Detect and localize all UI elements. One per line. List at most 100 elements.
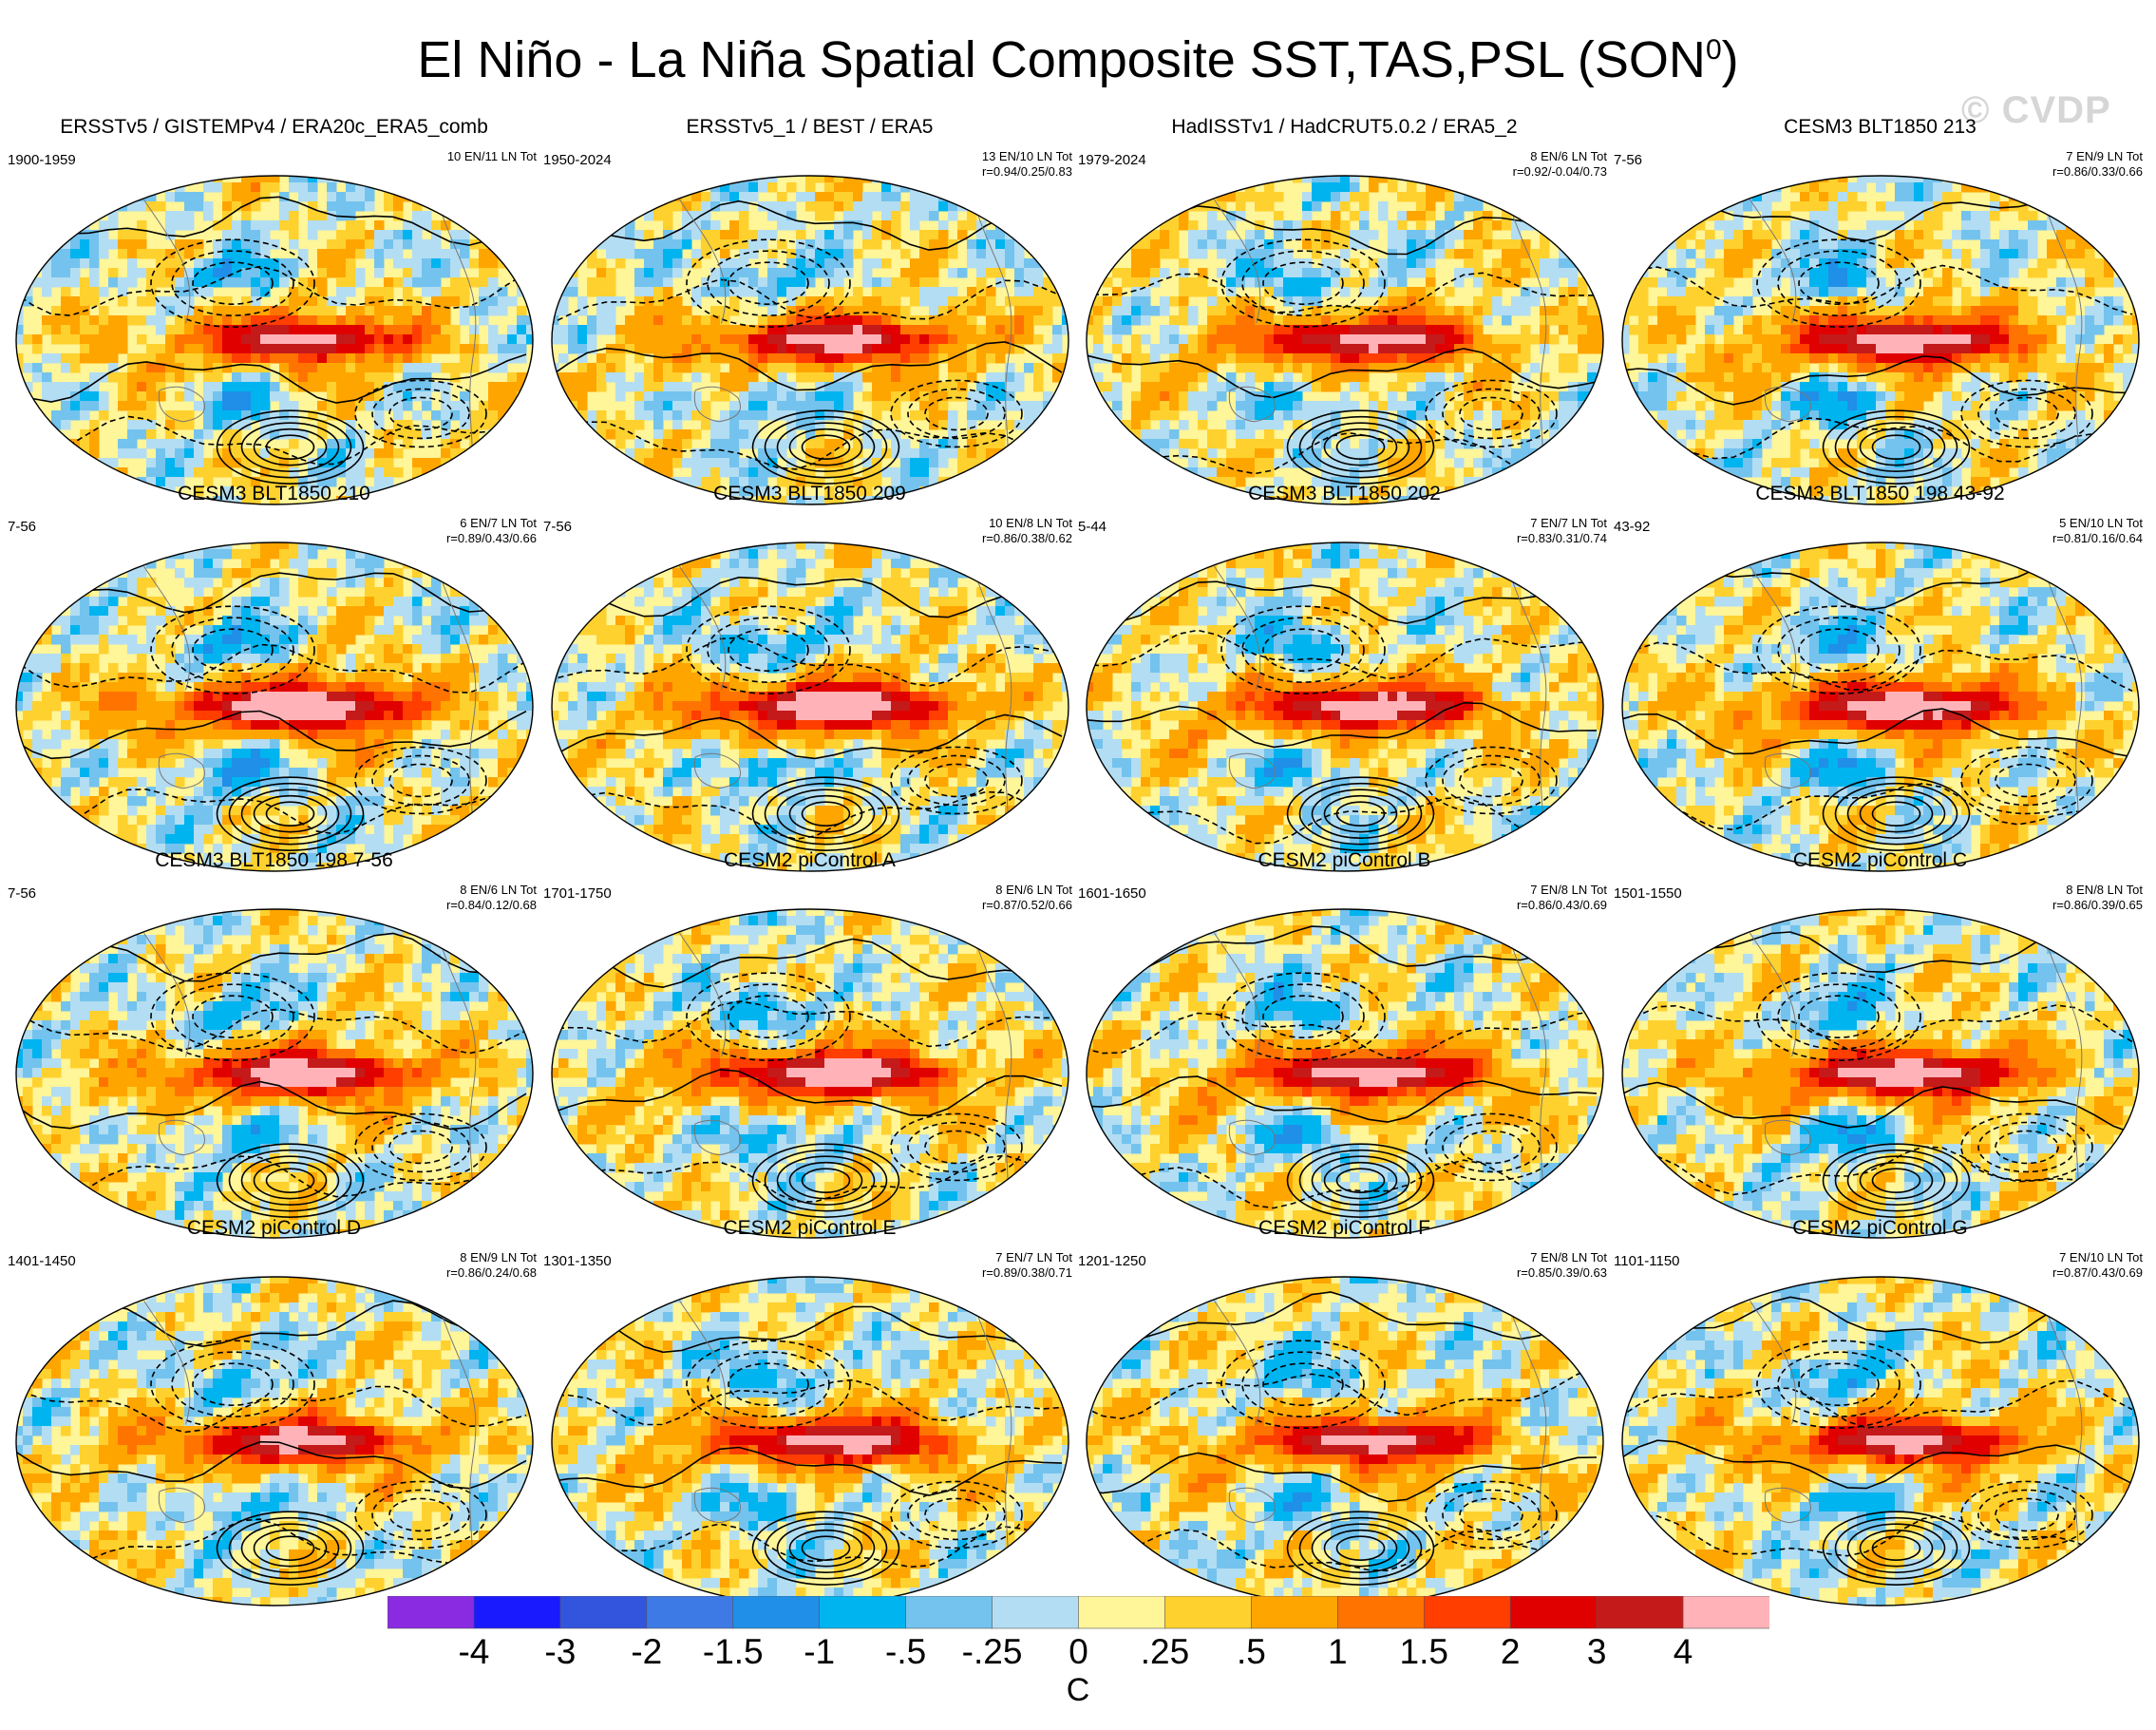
sst-cell <box>412 176 423 183</box>
sst-cell <box>1999 239 2010 250</box>
sst-cell <box>929 287 939 297</box>
sst-cell <box>32 249 43 259</box>
sst-cell <box>469 334 480 345</box>
sst-cell <box>1226 467 1237 478</box>
sst-cell <box>1559 363 1569 373</box>
sst-cell <box>260 401 271 411</box>
sst-cell <box>1502 439 1512 449</box>
sst-cell <box>1568 287 1579 297</box>
sst-cell <box>184 344 195 354</box>
sst-cell <box>1198 372 1208 383</box>
sst-cell <box>517 201 527 212</box>
sst-cell <box>1587 458 1598 468</box>
sst-cell <box>1464 401 1474 411</box>
sst-cell <box>843 486 854 497</box>
sst-cell <box>1350 486 1360 497</box>
sst-cell <box>672 391 683 402</box>
sst-cell <box>748 401 759 411</box>
sst-cell <box>1771 176 1782 183</box>
sst-cell <box>1062 410 1069 421</box>
sst-cell <box>460 287 470 297</box>
sst-cell <box>289 230 299 240</box>
sst-cell <box>1093 401 1104 411</box>
sst-cell <box>1473 325 1484 335</box>
sst-cell <box>710 363 721 373</box>
sst-cell <box>739 258 749 269</box>
sst-cell <box>374 230 385 240</box>
sst-cell <box>881 344 892 354</box>
sst-cell <box>2009 258 2019 269</box>
psl-contour-positive <box>253 428 328 466</box>
sst-cell <box>1283 486 1294 497</box>
sst-cell <box>1093 439 1104 449</box>
sst-cell <box>241 182 252 193</box>
sst-cell <box>1416 363 1427 373</box>
sst-cell <box>1141 201 1151 212</box>
sst-cell <box>568 258 578 269</box>
sst-cell <box>653 277 664 288</box>
sst-cell <box>805 258 816 269</box>
sst-cell <box>412 192 423 202</box>
sst-cell <box>767 315 778 326</box>
sst-cell <box>1093 429 1104 440</box>
sst-cell <box>184 201 195 212</box>
sst-cell <box>1502 239 1512 250</box>
sst-cell <box>1952 277 1962 288</box>
sst-cell <box>1131 391 1142 402</box>
sst-cell <box>1122 353 1132 364</box>
sst-cell <box>691 448 702 459</box>
sst-cell <box>469 325 480 335</box>
sst-cell <box>80 315 90 326</box>
sst-cell <box>1024 334 1034 345</box>
sst-cell <box>336 192 347 202</box>
sst-cell <box>1014 325 1025 335</box>
sst-cell <box>1714 211 1725 221</box>
sst-cell <box>587 287 597 297</box>
sst-cell <box>1087 448 1094 459</box>
sst-cell <box>498 410 508 421</box>
sst-cell <box>815 496 825 504</box>
sst-cell <box>327 353 337 364</box>
sst-cell <box>1464 268 1474 278</box>
sst-cell <box>1005 211 1015 221</box>
sst-cell <box>1112 401 1123 411</box>
sst-cell <box>1024 410 1034 421</box>
sst-cell <box>1622 182 1630 193</box>
sst-cell <box>32 220 43 231</box>
sst-cell <box>824 410 835 421</box>
sst-cell <box>1312 344 1322 354</box>
sst-cell <box>720 277 730 288</box>
sst-cell <box>498 182 508 193</box>
sst-cell <box>1093 458 1104 468</box>
sst-cell <box>1217 353 1227 364</box>
sst-cell <box>1112 315 1123 326</box>
sst-cell <box>824 458 835 468</box>
sst-cell <box>1321 315 1332 326</box>
sst-cell <box>1331 401 1341 411</box>
sst-cell <box>1014 220 1025 231</box>
sst-cell <box>1188 239 1199 250</box>
sst-cell <box>805 268 816 278</box>
sst-cell <box>1388 334 1398 345</box>
sst-cell <box>1226 334 1237 345</box>
sst-cell <box>1857 182 1867 193</box>
sst-cell <box>758 353 768 364</box>
sst-cell <box>412 458 423 468</box>
sst-cell <box>1971 220 1981 231</box>
sst-cell <box>1207 239 1218 250</box>
sst-cell <box>729 306 740 316</box>
sst-cell <box>1274 410 1284 421</box>
sst-cell <box>1005 201 1015 212</box>
sst-cell <box>1426 420 1436 430</box>
sst-cell <box>441 258 451 269</box>
sst-cell <box>805 353 816 364</box>
sst-cell <box>517 315 527 326</box>
sst-cell <box>2066 249 2076 259</box>
sst-cell <box>1549 258 1560 269</box>
sst-cell <box>1923 239 1934 250</box>
sst-cell <box>403 363 413 373</box>
sst-cell <box>739 477 749 487</box>
sst-cell <box>308 192 318 202</box>
sst-cell <box>615 410 626 421</box>
sst-cell <box>1895 201 1905 212</box>
